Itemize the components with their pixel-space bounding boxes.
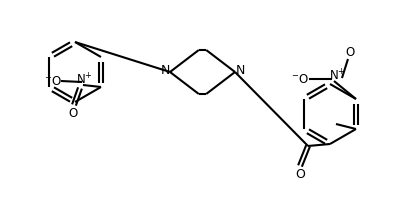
Text: N$^{+}$: N$^{+}$ <box>75 72 92 88</box>
Text: N: N <box>235 63 245 77</box>
Text: O: O <box>295 168 305 181</box>
Text: $^{-}$O: $^{-}$O <box>291 73 309 86</box>
Text: $^{-}$O: $^{-}$O <box>44 75 62 88</box>
Text: O: O <box>68 106 77 119</box>
Text: N: N <box>160 63 170 77</box>
Text: O: O <box>345 45 355 58</box>
Text: N$^{+}$: N$^{+}$ <box>329 68 346 84</box>
